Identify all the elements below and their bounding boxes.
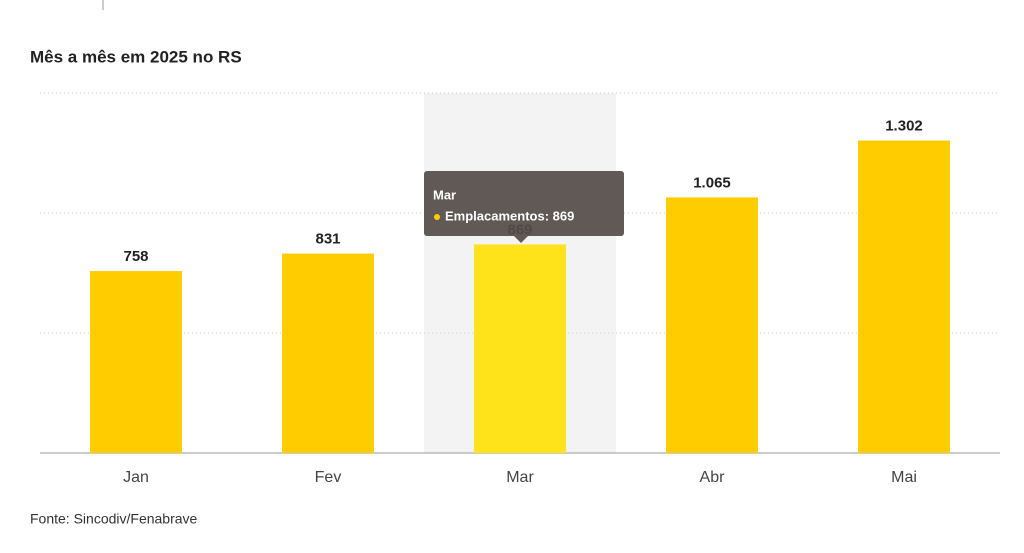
x-tick-label: Abr bbox=[700, 469, 726, 486]
bar bbox=[474, 244, 566, 453]
tooltip-marker bbox=[434, 214, 440, 220]
x-tick-label: Mar bbox=[506, 469, 534, 486]
value-label: 1.065 bbox=[693, 174, 731, 191]
tooltip-box bbox=[424, 171, 624, 236]
source-note: Fonte: Sincodiv/Fenabrave bbox=[30, 511, 198, 527]
value-label: 758 bbox=[123, 248, 148, 265]
bar bbox=[90, 271, 182, 453]
x-tick-label: Jan bbox=[123, 469, 149, 486]
tooltip-text: Emplacamentos: 869 bbox=[445, 208, 574, 223]
tooltip: Mar Emplacamentos: 869 bbox=[424, 171, 624, 243]
bar bbox=[282, 253, 374, 453]
bar bbox=[666, 197, 758, 453]
tooltip-title: Mar bbox=[433, 187, 456, 202]
chart-title: Mês a mês em 2025 no RS bbox=[30, 47, 242, 66]
x-tick-label: Mai bbox=[891, 469, 917, 486]
value-label: 831 bbox=[315, 231, 340, 248]
value-label: 1.302 bbox=[885, 117, 923, 134]
x-tick-label: Fev bbox=[315, 469, 342, 486]
bar bbox=[858, 140, 950, 453]
tooltip-pointer bbox=[514, 236, 528, 243]
